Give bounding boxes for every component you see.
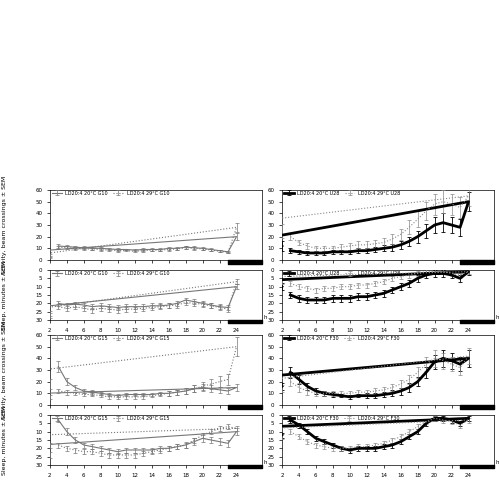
Legend: LD20:4 20°C G15, LD20:4 29°C G15: LD20:4 20°C G15, LD20:4 29°C G15 — [50, 334, 171, 342]
Legend: LD20:4 20°C F30, LD20:4 29°C F30: LD20:4 20°C F30, LD20:4 29°C F30 — [282, 334, 401, 342]
Text: Activity, beam crossings ± SEM: Activity, beam crossings ± SEM — [2, 320, 7, 420]
Legend: LD20:4 20°C F30, LD20:4 29°C F30: LD20:4 20°C F30, LD20:4 29°C F30 — [282, 414, 401, 423]
Legend: LD20:4 20°C U28, LD20:4 29°C U28: LD20:4 20°C U28, LD20:4 29°C U28 — [282, 188, 403, 198]
Text: Sleep, minutes ± SEM: Sleep, minutes ± SEM — [2, 260, 7, 330]
Legend: LD20:4 20°C G10, LD20:4 29°C G10: LD20:4 20°C G10, LD20:4 29°C G10 — [50, 188, 171, 198]
Legend: LD20:4 20°C U28, LD20:4 29°C U28: LD20:4 20°C U28, LD20:4 29°C U28 — [282, 269, 403, 278]
Legend: LD20:4 20°C G10, LD20:4 29°C G10: LD20:4 20°C G10, LD20:4 29°C G10 — [50, 269, 171, 278]
Text: h: h — [263, 460, 267, 465]
Text: Sleep, minutes ± SEM: Sleep, minutes ± SEM — [2, 406, 7, 474]
Text: Activity, beam crossings ± SEM: Activity, beam crossings ± SEM — [2, 176, 7, 274]
Legend: LD20:4 20°C G15, LD20:4 29°C G15: LD20:4 20°C G15, LD20:4 29°C G15 — [50, 414, 171, 423]
Text: h: h — [496, 460, 499, 465]
Text: h: h — [496, 315, 499, 320]
Text: h: h — [263, 315, 267, 320]
